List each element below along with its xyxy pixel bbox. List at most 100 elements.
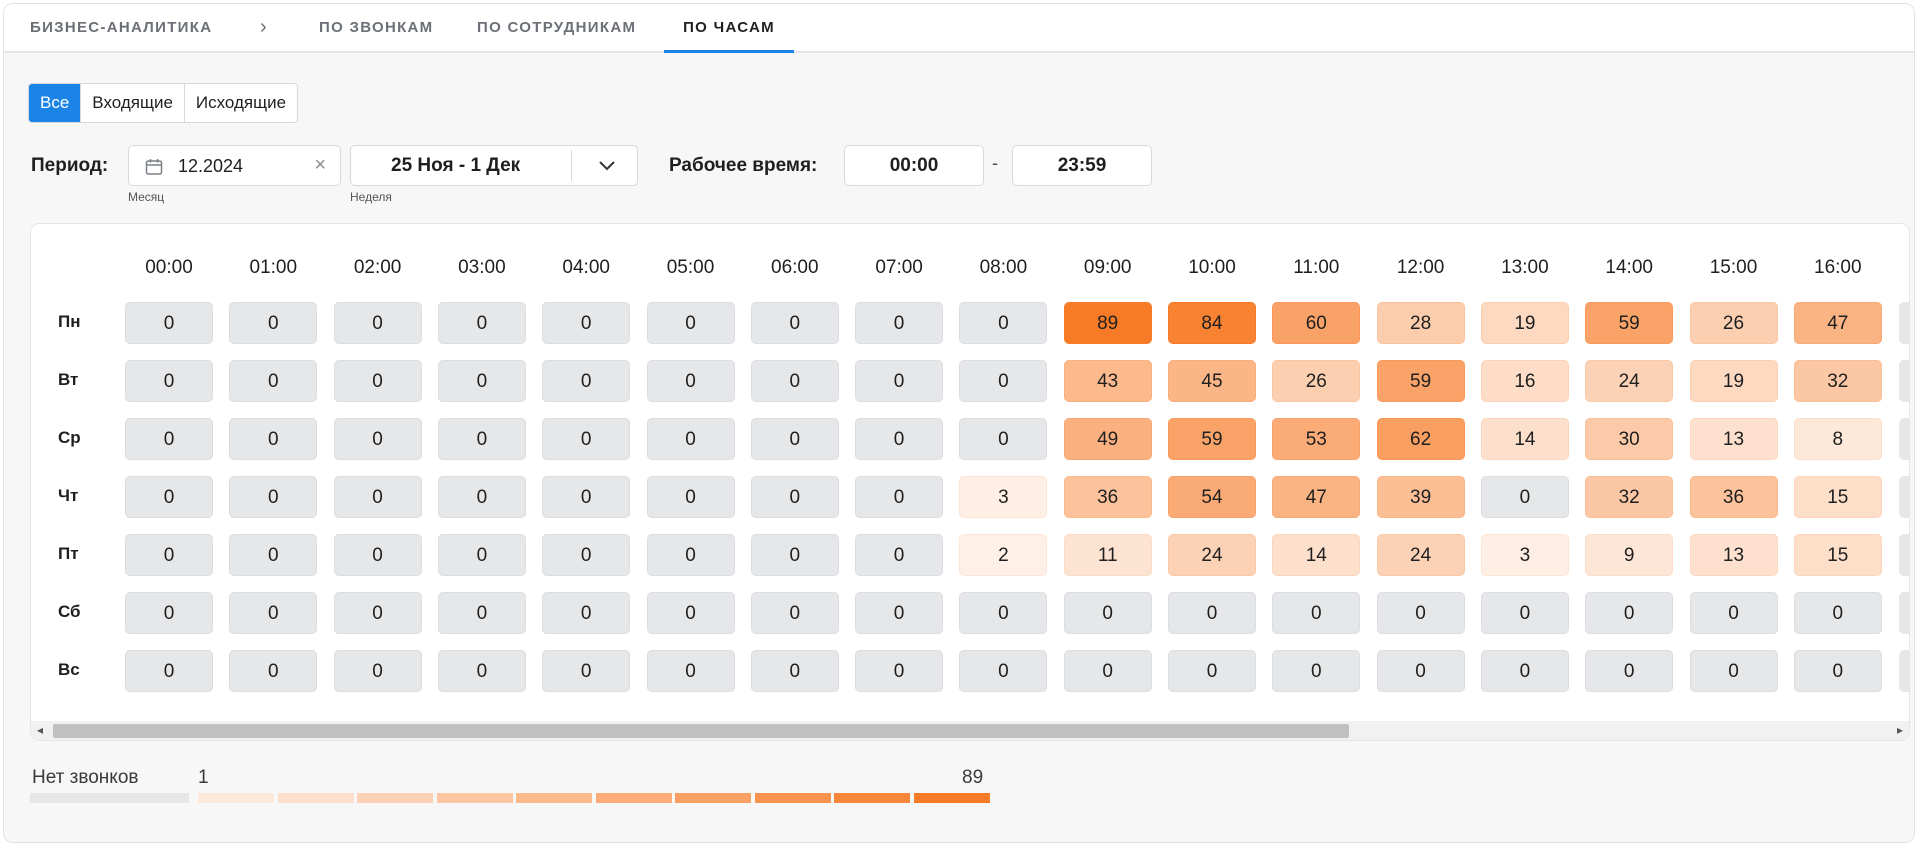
heatmap-cell[interactable]: 30 [1585, 418, 1674, 460]
heatmap-cell[interactable]: 0 [1376, 650, 1465, 692]
heatmap-cell[interactable]: 3 [1480, 534, 1569, 576]
heatmap-cell[interactable]: 0 [333, 360, 422, 402]
scroll-left-icon[interactable]: ◂ [37, 723, 44, 737]
heatmap-cell[interactable]: 0 [750, 476, 839, 518]
heatmap-cell[interactable]: 59 [1168, 418, 1256, 460]
heatmap-cell[interactable]: 39 [1376, 476, 1465, 518]
heatmap-cell[interactable]: 0 [1689, 592, 1778, 634]
heatmap-cell[interactable]: 0 [437, 592, 526, 634]
heatmap-cell[interactable]: 0 [437, 534, 526, 576]
tab-by-calls[interactable]: ПО ЗВОНКАМ [319, 19, 434, 36]
heatmap-cell[interactable]: 36 [1689, 476, 1778, 518]
heatmap-cell[interactable]: 24 [1585, 360, 1674, 402]
heatmap-cell[interactable]: 19 [1689, 360, 1778, 402]
heatmap-cell[interactable]: 0 [1168, 650, 1256, 692]
heatmap-cell[interactable]: 43 [1063, 360, 1152, 402]
heatmap-cell[interactable]: 32 [1585, 476, 1674, 518]
work-time-to-input[interactable]: 23:59 [1012, 145, 1152, 186]
heatmap-cell[interactable]: 14 [1272, 534, 1361, 576]
heatmap-cell[interactable]: 0 [959, 418, 1048, 460]
heatmap-cell[interactable]: 0 [1376, 592, 1465, 634]
heatmap-cell[interactable]: 0 [125, 650, 213, 692]
heatmap-cell[interactable]: 0 [1480, 592, 1569, 634]
heatmap-cell[interactable]: 47 [1793, 302, 1882, 344]
breadcrumb-business-analytics[interactable]: БИЗНЕС-АНАЛИТИКА [30, 19, 213, 36]
heatmap-cell[interactable]: 13 [1689, 534, 1778, 576]
heatmap-cell[interactable]: 28 [1376, 302, 1465, 344]
heatmap-cell[interactable]: 0 [125, 592, 213, 634]
heatmap-cell[interactable]: 0 [959, 360, 1048, 402]
call-type-all-button[interactable]: Все [29, 84, 82, 122]
heatmap-cell[interactable]: 0 [750, 650, 839, 692]
heatmap-cell[interactable]: 47 [1272, 476, 1361, 518]
heatmap-cell[interactable]: 15 [1793, 534, 1882, 576]
heatmap-cell[interactable]: 0 [855, 650, 944, 692]
heatmap-cell[interactable]: 60 [1272, 302, 1361, 344]
heatmap-cell[interactable]: 0 [333, 650, 422, 692]
heatmap-cell[interactable]: 0 [333, 418, 422, 460]
heatmap-cell[interactable]: 9 [1585, 534, 1674, 576]
call-type-incoming-button[interactable]: Входящие [81, 84, 185, 122]
heatmap-cell[interactable]: 0 [750, 534, 839, 576]
heatmap-cell[interactable]: 0 [229, 534, 318, 576]
close-icon[interactable]: × [314, 154, 326, 176]
heatmap-cell[interactable]: 45 [1168, 360, 1256, 402]
heatmap-cell[interactable]: 2 [959, 534, 1048, 576]
chevron-down-icon[interactable] [597, 156, 617, 181]
heatmap-cell[interactable]: 0 [1585, 650, 1674, 692]
heatmap-cell[interactable]: 0 [229, 302, 318, 344]
heatmap-cell[interactable]: 32 [1793, 360, 1882, 402]
heatmap-cell[interactable]: 0 [437, 302, 526, 344]
heatmap-cell[interactable]: 0 [125, 360, 213, 402]
heatmap-cell[interactable]: 0 [959, 302, 1048, 344]
heatmap-cell[interactable]: 8 [1793, 418, 1882, 460]
heatmap-cell[interactable]: 0 [750, 592, 839, 634]
heatmap-cell[interactable]: 59 [1585, 302, 1674, 344]
heatmap-cell[interactable]: 0 [959, 592, 1048, 634]
call-type-outgoing-button[interactable]: Исходящие [195, 93, 287, 112]
heatmap-cell[interactable]: 0 [959, 650, 1048, 692]
heatmap-cell[interactable]: 0 [646, 592, 735, 634]
heatmap-cell[interactable]: 84 [1168, 302, 1256, 344]
heatmap-cell[interactable]: 0 [1272, 650, 1361, 692]
heatmap-cell[interactable]: 0 [750, 360, 839, 402]
heatmap-cell[interactable]: 0 [1272, 592, 1361, 634]
heatmap-cell[interactable]: 0 [1793, 592, 1882, 634]
heatmap-cell[interactable]: 0 [750, 302, 839, 344]
heatmap-cell[interactable]: 0 [646, 360, 735, 402]
heatmap-cell[interactable]: 0 [1168, 592, 1256, 634]
heatmap-cell[interactable]: 0 [542, 592, 631, 634]
heatmap-cell[interactable]: 0 [1063, 650, 1152, 692]
heatmap-cell[interactable]: 0 [437, 360, 526, 402]
heatmap-cell[interactable]: 0 [1585, 592, 1674, 634]
heatmap-cell[interactable]: 0 [542, 476, 631, 518]
heatmap-cell[interactable]: 54 [1168, 476, 1256, 518]
heatmap-cell[interactable]: 53 [1272, 418, 1361, 460]
heatmap-cell[interactable]: 0 [125, 534, 213, 576]
heatmap-cell[interactable]: 0 [333, 534, 422, 576]
horizontal-scrollbar[interactable]: ◂ ▸ [31, 721, 1909, 740]
heatmap-cell[interactable]: 26 [1689, 302, 1778, 344]
heatmap-cell[interactable]: 0 [437, 650, 526, 692]
heatmap-cell[interactable]: 0 [125, 302, 213, 344]
heatmap-cell[interactable]: 26 [1272, 360, 1361, 402]
heatmap-cell[interactable]: 0 [125, 476, 213, 518]
heatmap-cell[interactable]: 0 [646, 418, 735, 460]
heatmap-cell[interactable]: 0 [229, 418, 318, 460]
heatmap-cell[interactable]: 0 [333, 592, 422, 634]
work-time-from-input[interactable]: 00:00 [844, 145, 984, 186]
heatmap-cell[interactable]: 59 [1376, 360, 1465, 402]
heatmap-cell[interactable]: 0 [646, 534, 735, 576]
heatmap-cell[interactable]: 49 [1063, 418, 1152, 460]
heatmap-cell[interactable]: 0 [855, 592, 944, 634]
heatmap-cell[interactable]: 15 [1793, 476, 1882, 518]
heatmap-cell[interactable]: 24 [1376, 534, 1465, 576]
heatmap-cell[interactable]: 0 [542, 418, 631, 460]
heatmap-cell[interactable]: 0 [542, 360, 631, 402]
heatmap-cell[interactable]: 0 [855, 476, 944, 518]
heatmap-cell[interactable]: 3 [959, 476, 1048, 518]
scroll-right-icon[interactable]: ▸ [1896, 723, 1903, 737]
heatmap-cell[interactable]: 0 [542, 650, 631, 692]
heatmap-cell[interactable]: 0 [750, 418, 839, 460]
heatmap-cell[interactable]: 13 [1689, 418, 1778, 460]
